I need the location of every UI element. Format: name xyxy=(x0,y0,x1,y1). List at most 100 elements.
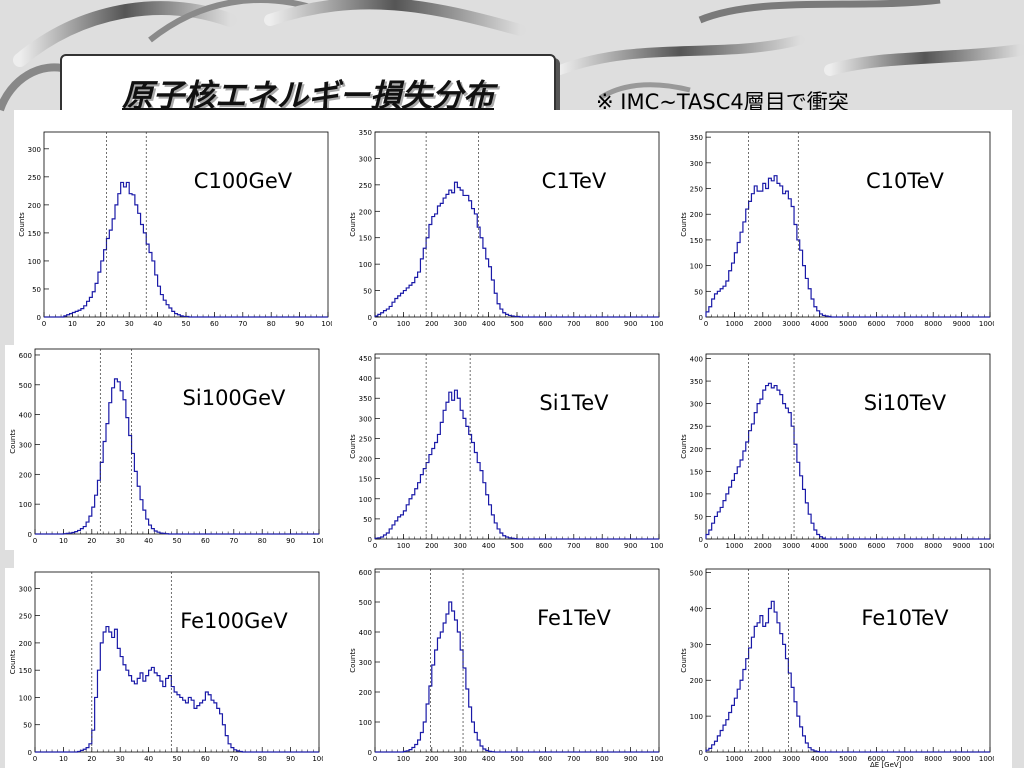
x-tick-label: 800 xyxy=(596,542,609,550)
x-tick-label: 7000 xyxy=(896,542,914,550)
histogram-fe100gev: 0 50 100 150 200 250 300 0 10 20 30 40 50 60 70 80 90 100… xyxy=(5,568,323,768)
x-tick-label: 600 xyxy=(539,542,552,550)
histogram-label: Fe1TeV xyxy=(537,606,611,630)
y-tick-label: 300 xyxy=(19,441,32,449)
x-tick-label: 0 xyxy=(373,755,377,763)
plot-background xyxy=(5,568,323,768)
histogram-series xyxy=(705,175,990,318)
histogram-label: C100GeV xyxy=(194,169,293,193)
y-tick-label: 50 xyxy=(23,722,32,730)
y-tick-label: 200 xyxy=(359,208,372,216)
plot-background xyxy=(676,128,994,333)
x-tick-label: 9000 xyxy=(953,542,971,550)
x-tick-label: 500 xyxy=(510,542,523,550)
y-tick-label: 250 xyxy=(690,186,703,194)
y-tick-label: 600 xyxy=(19,352,32,360)
y-tick-label: 250 xyxy=(359,435,372,443)
y-tick-label: 150 xyxy=(28,230,41,238)
y-tick-label: 300 xyxy=(359,155,372,163)
x-tick-label: 8000 xyxy=(924,320,942,328)
x-tick-label: 500 xyxy=(510,755,523,763)
x-tick-label: 20 xyxy=(87,537,96,545)
y-tick-label: 0 xyxy=(368,536,372,544)
y-tick-label: 500 xyxy=(19,382,32,390)
x-tick-label: 300 xyxy=(454,755,467,763)
x-tick-label: 400 xyxy=(482,320,495,328)
x-tick-label: 7000 xyxy=(896,755,914,763)
histogram-series xyxy=(375,601,659,753)
y-tick-label: 100 xyxy=(690,491,703,499)
x-tick-label: 90 xyxy=(295,320,304,328)
y-tick-label: 500 xyxy=(690,570,703,578)
y-tick-label: 0 xyxy=(699,536,703,544)
plot-background xyxy=(14,128,332,333)
x-tick-label: 0 xyxy=(42,320,46,328)
x-tick-label: 40 xyxy=(144,755,153,763)
histogram-series xyxy=(705,600,990,753)
x-tick-label: 100 xyxy=(312,537,323,545)
x-tick-label: 900 xyxy=(624,320,637,328)
y-tick-label: 200 xyxy=(19,471,32,479)
x-tick-label: 50 xyxy=(173,537,182,545)
x-tick-label: 1000 xyxy=(650,320,663,328)
x-tick-label: 40 xyxy=(153,320,162,328)
x-tick-label: 20 xyxy=(96,320,105,328)
x-tick-label: 90 xyxy=(286,537,295,545)
y-tick-label: 50 xyxy=(694,288,703,296)
plot-background xyxy=(676,350,994,555)
y-tick-label: 50 xyxy=(32,286,41,294)
y-tick-label: 150 xyxy=(690,468,703,476)
x-tick-label: 0 xyxy=(704,755,708,763)
x-tick-label: 0 xyxy=(33,537,37,545)
x-tick-label: 1000 xyxy=(650,542,663,550)
x-tick-label: 100 xyxy=(397,755,410,763)
y-tick-label: 400 xyxy=(19,412,32,420)
x-tick-label: 6000 xyxy=(867,320,885,328)
x-tick-label: 7000 xyxy=(896,320,914,328)
y-tick-label: 200 xyxy=(690,677,703,685)
y-tick-label: 200 xyxy=(28,202,41,210)
y-axis-label: Counts xyxy=(349,212,357,237)
x-tick-label: 3000 xyxy=(782,755,800,763)
x-tick-label: 0 xyxy=(373,542,377,550)
x-tick-label: 700 xyxy=(567,320,580,328)
x-tick-label: 700 xyxy=(567,755,580,763)
x-tick-label: 10 xyxy=(59,755,68,763)
y-axis-label: Counts xyxy=(349,434,357,459)
plot-background xyxy=(676,565,994,768)
x-tick-label: 50 xyxy=(182,320,191,328)
x-tick-label: 2000 xyxy=(754,542,772,550)
plot-background xyxy=(345,350,663,555)
histogram-c100gev: 0 50 100 150 200 250 300 0 10 20 30 40 50 60 70 80 90 100… xyxy=(14,128,332,333)
x-tick-label: 4000 xyxy=(811,320,829,328)
y-axis-label: Counts xyxy=(680,212,688,237)
histogram-series xyxy=(35,625,319,753)
y-tick-label: 250 xyxy=(28,174,41,182)
x-tick-label: 400 xyxy=(482,542,495,550)
y-tick-label: 100 xyxy=(690,263,703,271)
x-tick-label: 100 xyxy=(397,542,410,550)
histogram-series xyxy=(374,389,659,540)
histogram-label: Fe100GeV xyxy=(180,609,288,633)
x-tick-label: 900 xyxy=(624,542,637,550)
y-axis-label: Counts xyxy=(9,429,17,454)
x-tick-label: 4000 xyxy=(811,755,829,763)
plot-background xyxy=(345,565,663,768)
y-tick-label: 600 xyxy=(359,569,372,577)
x-tick-label: 1000 xyxy=(725,755,743,763)
x-tick-label: 70 xyxy=(229,537,238,545)
x-tick-label: 8000 xyxy=(924,542,942,550)
y-tick-label: 400 xyxy=(690,356,703,364)
x-tick-label: 1000 xyxy=(725,542,743,550)
y-tick-label: 400 xyxy=(690,605,703,613)
x-tick-label: 800 xyxy=(596,320,609,328)
x-tick-label: 20 xyxy=(87,755,96,763)
x-tick-label: 1000 xyxy=(725,320,743,328)
x-tick-label: 5000 xyxy=(839,542,857,550)
y-tick-label: 100 xyxy=(690,713,703,721)
histogram-fe1tev: 0 100 200 300 400 500 600 0 100 200 300 400 500 600 70… xyxy=(345,565,663,768)
y-tick-label: 150 xyxy=(19,667,32,675)
x-tick-label: 800 xyxy=(596,755,609,763)
